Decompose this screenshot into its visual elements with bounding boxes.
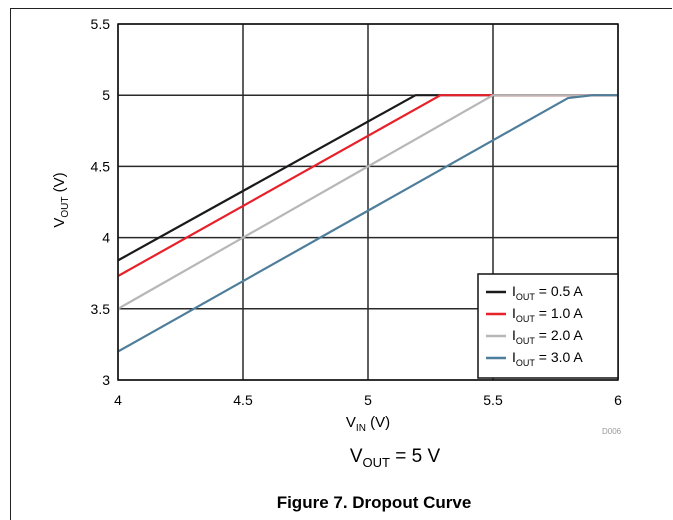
legend-entry: IOUT = 3.0 A [512,349,583,368]
x-tick-label: 5.5 [483,392,503,408]
y-tick-label: 5 [102,87,110,103]
series-layer [117,94,618,353]
condition-label: VOUT = 5 V [350,446,441,470]
tick-labels: 4 4.5 5 5.5 6 3 3.5 4 4.5 5 5.5 [91,16,623,408]
legend-entry: IOUT = 1.0 A [512,305,583,324]
y-tick-label: 4.5 [91,158,111,174]
series-line-3 [117,94,618,310]
legend-entry: IOUT = 2.0 A [512,327,583,346]
x-tick-label: 6 [614,392,622,408]
x-tick-label: 4.5 [233,392,253,408]
figure-frame [10,8,672,520]
y-tick-label: 4 [102,230,110,246]
y-tick-label: 3 [102,372,110,388]
figure-code: D006 [602,427,622,436]
x-tick-label: 5 [364,392,372,408]
y-axis-label: VOUT (V) [51,172,71,227]
legend: IOUT = 0.5 A IOUT = 1.0 A IOUT = 2.0 A IOUT… [477,273,619,379]
y-tick-label: 5.5 [91,16,111,32]
x-axis-label: VIN (V) [346,414,390,434]
x-tick-label: 4 [114,392,122,408]
legend-entry: IOUT = 0.5 A [512,283,583,302]
figure-title: Figure 7. Dropout Curve [277,493,472,512]
y-tick-label: 3.5 [91,301,111,317]
series-line-4 [117,94,618,353]
plot-border [117,23,619,381]
